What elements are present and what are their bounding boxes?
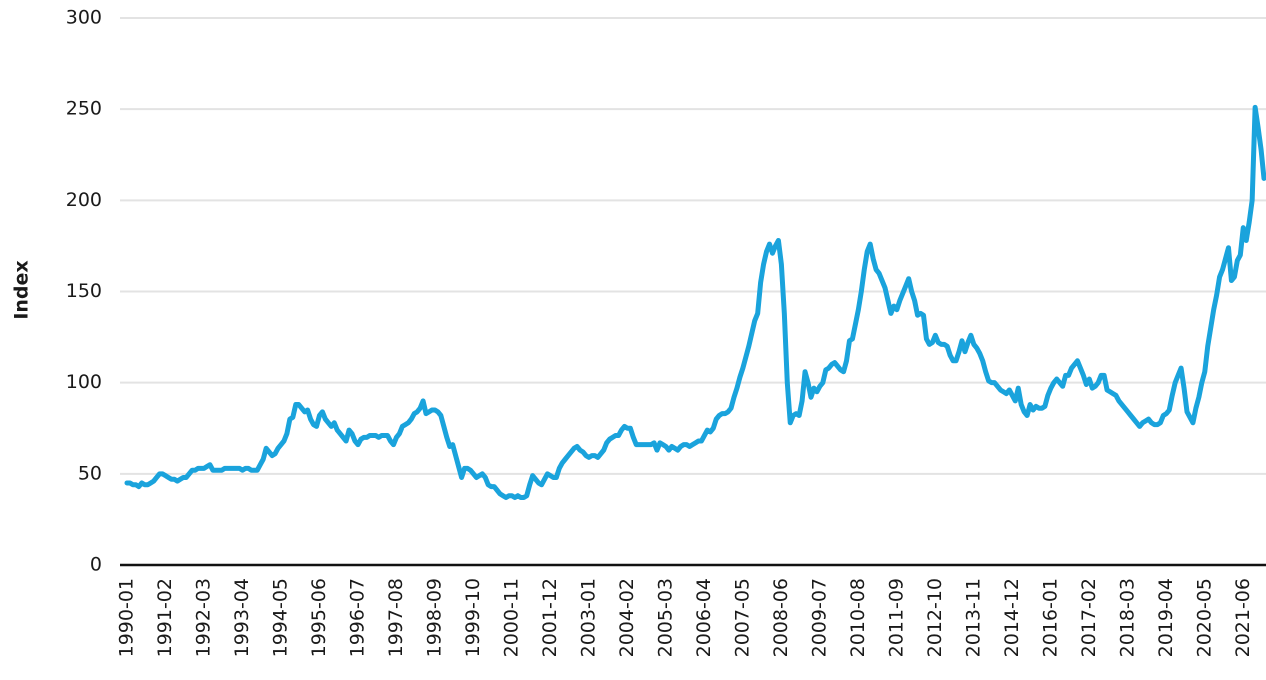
y-tick-label: 100 [66, 371, 102, 393]
x-tick-label: 1996-07 [346, 578, 368, 657]
y-tick-label: 250 [66, 98, 102, 120]
x-tick-label: 2017-02 [1078, 578, 1100, 657]
x-tick-label: 2021-06 [1232, 578, 1254, 657]
x-tick-label: 2001-12 [539, 578, 561, 657]
x-tick-label: 2008-06 [770, 578, 792, 657]
x-tick-label: 2019-04 [1155, 578, 1177, 657]
y-tick-label: 200 [66, 189, 102, 211]
x-tick-label: 2012-10 [924, 578, 946, 657]
x-tick-label: 1990-01 [116, 578, 138, 657]
x-tick-label: 2020-05 [1193, 578, 1215, 657]
x-tick-label: 2003-01 [577, 578, 599, 657]
y-tick-label: 150 [66, 280, 102, 302]
x-tick-label: 2000-11 [500, 578, 522, 657]
x-tick-label: 2009-07 [808, 578, 830, 657]
y-axis-title: Index [11, 260, 33, 319]
x-tick-label: 2016-01 [1039, 578, 1061, 657]
x-tick-label: 1997-08 [385, 578, 407, 657]
x-tick-label: 1993-04 [231, 578, 253, 657]
data-line [124, 104, 1266, 501]
x-tick-label: 2004-02 [616, 578, 638, 657]
x-tick-label: 2005-03 [654, 578, 676, 657]
x-tick-label: 2013-11 [962, 578, 984, 657]
x-tick-label: 1999-10 [462, 578, 484, 657]
x-tick-label: 1998-09 [423, 578, 445, 657]
x-tick-label: 1992-03 [192, 578, 214, 657]
y-tick-label: 50 [78, 462, 102, 484]
x-tick-label: 2010-08 [847, 578, 869, 657]
x-tick-label: 2014-12 [1001, 578, 1023, 657]
y-tick-label: 0 [90, 554, 102, 576]
x-tick-label: 1991-02 [154, 578, 176, 657]
x-tick-label: 2007-05 [731, 578, 753, 657]
x-tick-label: 1994-05 [269, 578, 291, 657]
x-tick-label: 1995-06 [308, 578, 330, 657]
x-tick-label: 2006-04 [693, 578, 715, 657]
y-tick-label: 300 [66, 7, 102, 29]
x-tick-label: 2018-03 [1116, 578, 1138, 657]
x-tick-label: 2011-09 [885, 578, 907, 657]
